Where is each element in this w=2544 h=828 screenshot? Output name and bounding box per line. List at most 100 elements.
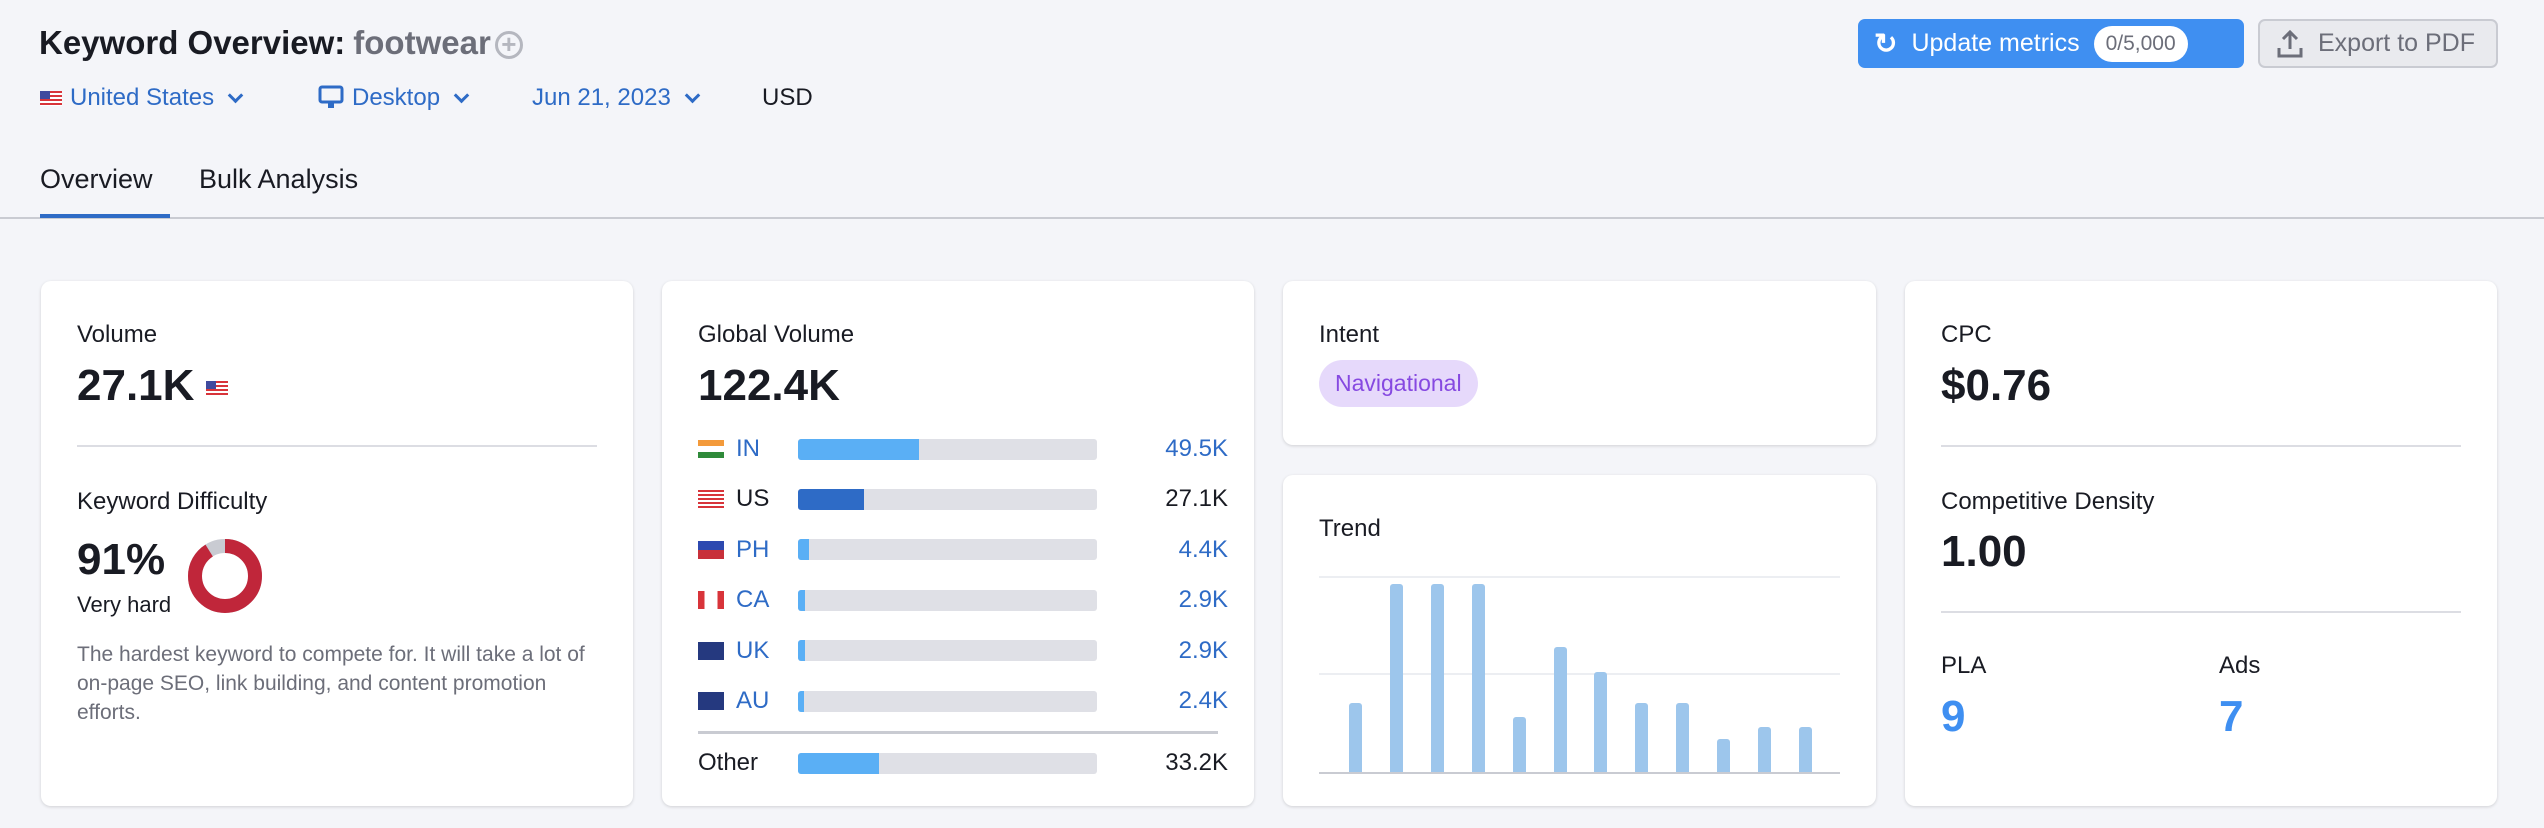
global-volume-label: Global Volume <box>698 321 855 348</box>
trend-bar[interactable] <box>1430 583 1444 772</box>
date-selector[interactable]: Jun 21, 2023 <box>532 84 701 112</box>
country-code[interactable]: PH <box>736 535 770 563</box>
gridline <box>1319 576 1840 578</box>
difficulty-description: The hardest keyword to compete for. It w… <box>77 643 585 724</box>
chevron-down-icon <box>453 87 470 103</box>
other-value: 33.2K <box>1165 749 1228 776</box>
intent-card: Intent Navigational <box>1283 281 1876 445</box>
trend-bar[interactable] <box>1512 717 1526 772</box>
country-volume[interactable]: 4.4K <box>1178 535 1228 563</box>
country-selector[interactable]: United States <box>40 84 244 112</box>
volume-bar <box>798 589 1097 611</box>
volume-bar-fill <box>798 752 880 774</box>
divider <box>1941 611 2461 613</box>
competitive-density-value: 1.00 <box>1941 527 2027 576</box>
cpc-label: CPC <box>1941 321 1992 348</box>
ads-label: Ads <box>2219 652 2261 679</box>
volume-bar-fill <box>798 488 865 510</box>
volume-bar-fill <box>798 640 806 662</box>
country-row-ph: PH 4.4K <box>698 535 1228 565</box>
volume-bar <box>798 488 1097 510</box>
device-label: Desktop <box>352 84 441 111</box>
country-volume[interactable]: 2.4K <box>1178 687 1228 714</box>
cpc-card: CPC $0.76 Competitive Density 1.00 PLA 9… <box>1905 281 2497 806</box>
donut-fill <box>188 539 262 613</box>
update-count-badge: 0/5,000 <box>2093 25 2188 62</box>
chevron-down-icon <box>227 87 244 103</box>
ads-value[interactable]: 7 <box>2219 692 2244 741</box>
volume-card: Volume 27.1K Keyword Difficulty 91% Very… <box>41 281 633 806</box>
country-row-au: AU 2.4K <box>698 686 1228 716</box>
gridline <box>1319 673 1840 675</box>
cpc-value: $0.76 <box>1941 361 2052 410</box>
country-volume: 27.1K <box>1165 485 1228 513</box>
country-volume[interactable]: 49.5K <box>1165 435 1228 462</box>
currency-label: USD <box>762 84 813 111</box>
refresh-icon: ↻ <box>1874 28 1898 59</box>
competitive-density-label: Competitive Density <box>1941 488 2155 515</box>
active-tab-indicator <box>40 214 170 218</box>
trend-card: Trend <box>1283 475 1876 806</box>
trend-bar[interactable] <box>1349 703 1362 772</box>
volume-value: 27.1K <box>77 361 195 410</box>
trend-chart <box>1319 576 1840 774</box>
country-volume[interactable]: 2.9K <box>1178 636 1228 664</box>
country-row-in: IN 49.5K <box>698 434 1228 464</box>
chevron-down-icon <box>684 87 701 103</box>
country-label: United States <box>70 84 215 111</box>
us-flag-icon <box>40 90 62 106</box>
trend-bar[interactable] <box>1798 726 1812 772</box>
country-code[interactable]: AU <box>736 687 770 714</box>
uk-flag-icon <box>698 641 724 660</box>
volume-bar-fill <box>798 438 919 460</box>
country-row-uk: UK 2.9K <box>698 636 1228 666</box>
country-code[interactable]: CA <box>736 586 770 614</box>
volume-bar <box>798 640 1097 662</box>
volume-label: Volume <box>77 321 158 348</box>
title-text: Keyword Overview: <box>39 24 346 61</box>
trend-bar[interactable] <box>1635 703 1649 772</box>
plus-circle-icon[interactable]: + <box>494 31 523 60</box>
global-volume-value: 122.4K <box>698 361 840 410</box>
trend-bar[interactable] <box>1471 583 1485 772</box>
pla-value[interactable]: 9 <box>1941 692 1966 741</box>
export-pdf-button[interactable]: Export to PDF <box>2258 19 2498 68</box>
country-code[interactable]: IN <box>736 435 760 462</box>
page-title: Keyword Overview: footwear + <box>39 24 523 62</box>
divider <box>1941 445 2461 447</box>
pla-label: PLA <box>1941 652 1987 679</box>
volume-bar-fill <box>798 690 804 712</box>
difficulty-level: Very hard <box>77 592 172 617</box>
trend-bar[interactable] <box>1676 703 1690 772</box>
trend-bar[interactable] <box>1594 672 1608 772</box>
ph-flag-icon <box>698 540 724 559</box>
desktop-icon <box>318 85 344 108</box>
au-flag-icon <box>698 692 724 710</box>
keyword: footwear <box>353 24 491 61</box>
volume-bar-fill <box>798 589 806 611</box>
in-flag-icon <box>698 440 724 458</box>
country-code[interactable]: UK <box>736 636 770 664</box>
us-flag-icon <box>206 380 229 396</box>
device-selector[interactable]: Desktop <box>318 84 470 112</box>
update-label: Update metrics <box>1911 29 2080 57</box>
volume-bar <box>798 752 1097 774</box>
us-flag-icon <box>698 490 724 509</box>
baseline <box>1319 772 1840 774</box>
trend-bar[interactable] <box>1717 738 1731 772</box>
tab-overview[interactable]: Overview <box>40 164 153 194</box>
country-row-other: Other 33.2K <box>698 748 1228 778</box>
trend-bar[interactable] <box>1553 646 1567 772</box>
trend-bar[interactable] <box>1389 583 1403 772</box>
divider <box>698 731 1218 734</box>
volume-bar <box>798 438 1097 460</box>
country-row-ca: CA 2.9K <box>698 585 1228 615</box>
date-label: Jun 21, 2023 <box>532 84 671 111</box>
intent-badge: Navigational <box>1319 360 1478 407</box>
intent-label: Intent <box>1319 321 1380 348</box>
tab-bulk-analysis[interactable]: Bulk Analysis <box>199 164 359 194</box>
country-volume[interactable]: 2.9K <box>1178 586 1228 614</box>
ca-flag-icon <box>698 591 724 610</box>
trend-bar[interactable] <box>1758 726 1771 772</box>
update-metrics-button[interactable]: ↻ Update metrics 0/5,000 <box>1858 19 2244 68</box>
